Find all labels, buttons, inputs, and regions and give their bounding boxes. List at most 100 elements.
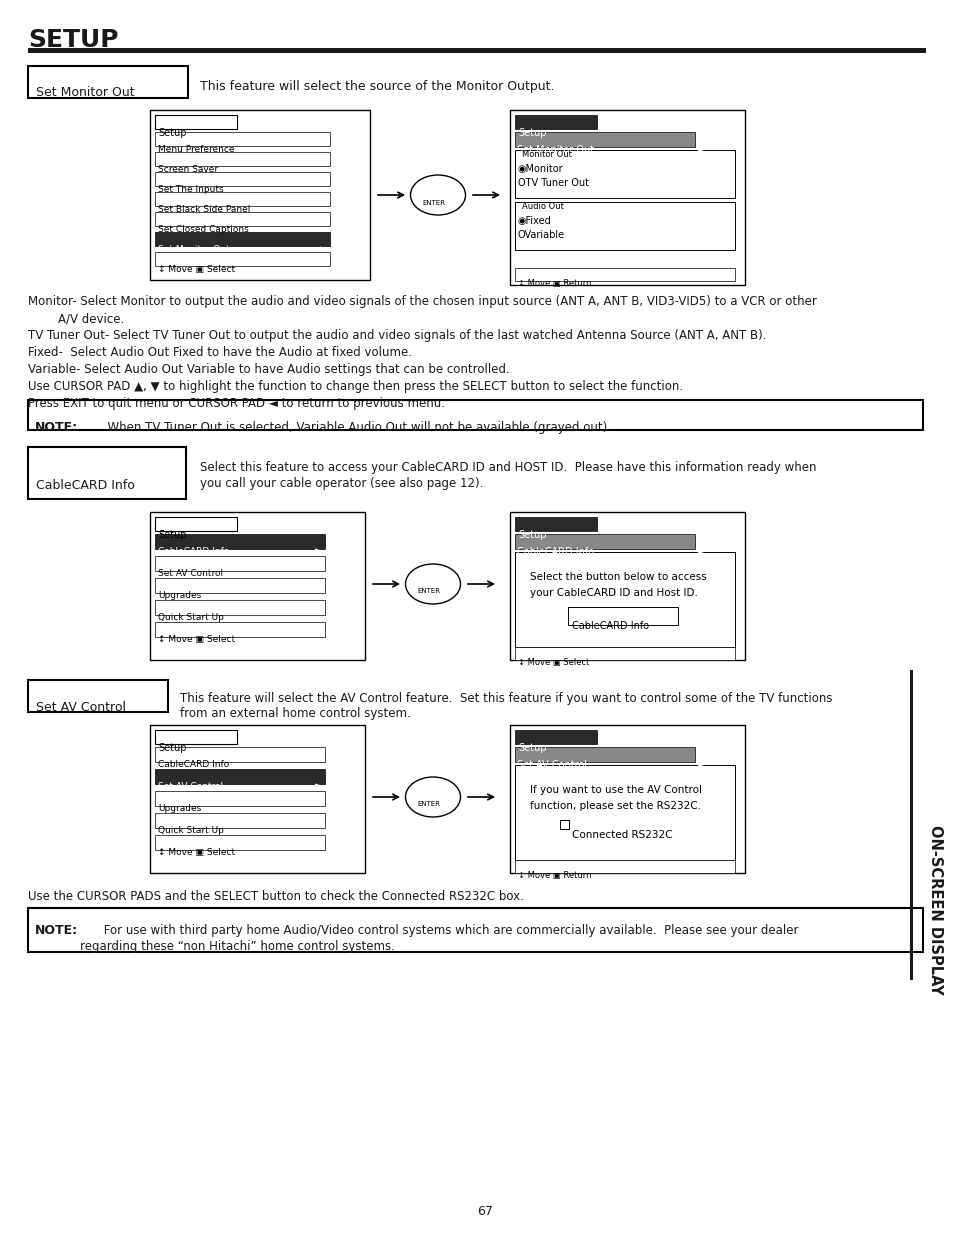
Text: For use with third party home Audio/Video control systems which are commercially: For use with third party home Audio/Vide… xyxy=(85,924,798,937)
Text: Upgrades: Upgrades xyxy=(158,592,201,600)
Bar xyxy=(567,606,678,625)
Text: Press EXIT to quit menu or CURSOR PAD ◄ to return to previous menu.: Press EXIT to quit menu or CURSOR PAD ◄ … xyxy=(28,396,444,410)
Text: Connected RS232C: Connected RS232C xyxy=(572,830,672,840)
Bar xyxy=(154,578,325,593)
Text: SETUP: SETUP xyxy=(28,28,118,52)
Text: CableCARD Info: CableCARD Info xyxy=(158,760,229,769)
Text: If you want to use the AV Control: If you want to use the AV Control xyxy=(530,785,701,795)
Bar xyxy=(154,769,325,784)
Bar xyxy=(515,747,695,762)
Text: 67: 67 xyxy=(476,1205,493,1218)
Text: ENTER: ENTER xyxy=(416,802,439,806)
Bar xyxy=(154,790,325,806)
Text: Setup: Setup xyxy=(158,530,186,540)
Text: ↕ Move ▣ Select: ↕ Move ▣ Select xyxy=(158,266,234,274)
Text: ►: ► xyxy=(698,144,703,154)
Text: Select the button below to access: Select the button below to access xyxy=(530,572,706,582)
Text: Set AV Control: Set AV Control xyxy=(158,782,223,790)
Bar xyxy=(28,680,168,713)
Text: Set AV Control: Set AV Control xyxy=(517,760,586,769)
Bar xyxy=(154,556,325,571)
Bar xyxy=(154,730,236,743)
Bar xyxy=(515,203,734,249)
Bar xyxy=(150,725,365,873)
Text: A/V device.: A/V device. xyxy=(28,312,124,325)
Bar xyxy=(515,552,734,647)
Bar xyxy=(28,447,186,499)
Text: your CableCARD ID and Host ID.: your CableCARD ID and Host ID. xyxy=(530,588,698,598)
Text: Setup: Setup xyxy=(517,530,546,540)
Text: ↕ Move ▣ Select: ↕ Move ▣ Select xyxy=(517,658,589,667)
Bar xyxy=(154,152,330,165)
Bar xyxy=(154,534,325,550)
Text: Upgrades: Upgrades xyxy=(158,804,201,813)
Bar xyxy=(515,517,597,531)
Text: Set Black Side Panel: Set Black Side Panel xyxy=(158,205,250,214)
Text: ►: ► xyxy=(698,547,703,556)
Bar xyxy=(909,671,912,981)
Text: Monitor- Select Monitor to output the audio and video signals of the chosen inpu: Monitor- Select Monitor to output the au… xyxy=(28,295,816,308)
Bar xyxy=(515,132,695,147)
Bar xyxy=(510,110,744,285)
Bar xyxy=(154,191,330,206)
Text: Set Closed Captions: Set Closed Captions xyxy=(158,225,249,233)
Text: Set Monitor Out: Set Monitor Out xyxy=(158,245,230,254)
Text: Use CURSOR PAD ▲, ▼ to highlight the function to change then press the SELECT bu: Use CURSOR PAD ▲, ▼ to highlight the fun… xyxy=(28,380,682,393)
Ellipse shape xyxy=(405,564,460,604)
Bar xyxy=(515,534,695,550)
Text: Setup: Setup xyxy=(517,743,546,753)
Bar xyxy=(154,212,330,226)
Ellipse shape xyxy=(410,175,465,215)
Bar xyxy=(28,400,923,430)
Text: Set The Inputs: Set The Inputs xyxy=(158,185,223,194)
Text: Set Monitor Out: Set Monitor Out xyxy=(517,144,594,156)
Text: Monitor Out: Monitor Out xyxy=(521,149,574,159)
Bar xyxy=(28,908,923,952)
Text: Set Monitor Out: Set Monitor Out xyxy=(36,86,134,99)
Text: CableCARD Info: CableCARD Info xyxy=(517,547,594,557)
Bar xyxy=(154,600,325,615)
Text: Quick Start Up: Quick Start Up xyxy=(158,613,224,622)
Text: Setup: Setup xyxy=(517,128,546,138)
Bar xyxy=(515,647,734,659)
Text: CableCARD Info: CableCARD Info xyxy=(158,547,229,556)
Bar xyxy=(154,172,330,186)
Text: ↕ Move ▣ Return: ↕ Move ▣ Return xyxy=(517,871,591,881)
Text: ►: ► xyxy=(314,547,320,553)
Bar xyxy=(154,252,330,266)
Bar xyxy=(150,513,365,659)
Text: ENTER: ENTER xyxy=(416,588,439,594)
Text: When TV Tuner Out is selected, Variable Audio Out will not be available (grayed : When TV Tuner Out is selected, Variable … xyxy=(85,421,610,433)
Bar xyxy=(515,860,734,873)
Text: Quick Start Up: Quick Start Up xyxy=(158,826,224,835)
Text: OVariable: OVariable xyxy=(517,230,564,240)
Text: Use the CURSOR PADS and the SELECT button to check the Connected RS232C box.: Use the CURSOR PADS and the SELECT butto… xyxy=(28,890,523,903)
Text: TV Tuner Out- Select TV Tuner Out to output the audio and video signals of the l: TV Tuner Out- Select TV Tuner Out to out… xyxy=(28,329,765,342)
Text: ON-SCREEN DISPLAY: ON-SCREEN DISPLAY xyxy=(927,825,943,994)
Text: from an external home control system.: from an external home control system. xyxy=(180,706,411,720)
Text: NOTE:: NOTE: xyxy=(35,924,78,937)
Text: Screen Saver: Screen Saver xyxy=(158,165,218,174)
Bar xyxy=(515,115,597,128)
Text: Select this feature to access your CableCARD ID and HOST ID.  Please have this i: Select this feature to access your Cable… xyxy=(200,461,816,474)
Text: Fixed-  Select Audio Out Fixed to have the Audio at fixed volume.: Fixed- Select Audio Out Fixed to have th… xyxy=(28,346,412,359)
Bar xyxy=(154,232,330,246)
Bar xyxy=(154,747,325,762)
Bar xyxy=(28,48,925,53)
Bar xyxy=(154,132,330,146)
Text: CableCARD Info: CableCARD Info xyxy=(572,621,648,631)
Bar xyxy=(515,730,597,743)
Bar xyxy=(154,622,325,637)
Text: OTV Tuner Out: OTV Tuner Out xyxy=(517,178,588,188)
Text: ↕ Move ▣ Return: ↕ Move ▣ Return xyxy=(517,279,591,288)
Text: Variable- Select Audio Out Variable to have Audio settings that can be controlle: Variable- Select Audio Out Variable to h… xyxy=(28,363,509,375)
Bar xyxy=(515,764,734,860)
Bar xyxy=(510,513,744,659)
Text: function, please set the RS232C.: function, please set the RS232C. xyxy=(530,802,700,811)
Text: This feature will select the AV Control feature.  Set this feature if you want t: This feature will select the AV Control … xyxy=(180,692,832,705)
Text: ENTER: ENTER xyxy=(421,200,444,206)
Text: you call your cable operator (see also page 12).: you call your cable operator (see also p… xyxy=(200,477,483,490)
Bar xyxy=(154,835,325,850)
Text: ↕ Move ▣ Select: ↕ Move ▣ Select xyxy=(158,635,234,643)
Text: ►: ► xyxy=(319,245,325,251)
